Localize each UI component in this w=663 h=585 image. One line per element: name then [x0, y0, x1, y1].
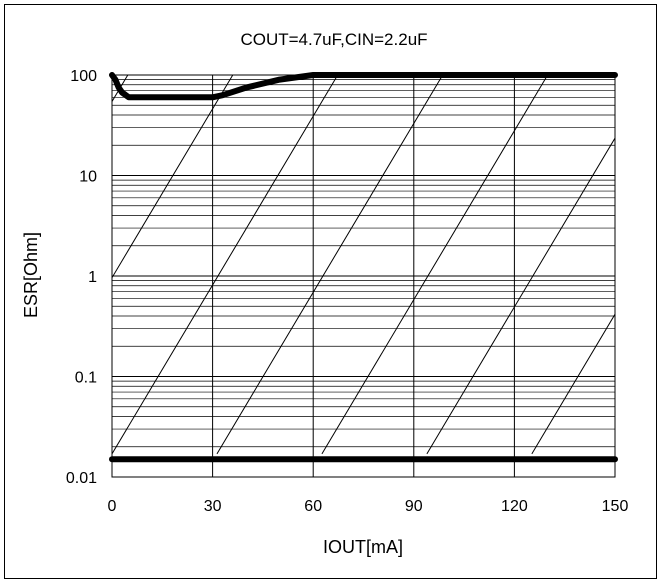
chart-title: COUT=4.7uF,CIN=2.2uF	[240, 30, 427, 49]
x-tick-label: 150	[602, 498, 629, 515]
chart-frame: COUT=4.7uF,CIN=2.2uF 0 30 60 90 120 150 100 10 1…	[4, 4, 657, 579]
esr-chart: COUT=4.7uF,CIN=2.2uF 0 30 60 90 120 150 100 10 1…	[21, 30, 658, 557]
hatch-line	[216, 75, 444, 455]
tick-labels: 0 30 60 90 120 150 100 10 1 0.1 0.01	[66, 68, 629, 515]
y-tick-label: 10	[79, 169, 97, 186]
hatch-line	[321, 75, 549, 455]
x-axis-label: IOUT[mA]	[323, 537, 403, 557]
x-tick-label: 30	[204, 498, 222, 515]
y-tick-label: 1	[88, 269, 97, 286]
y-tick-label: 100	[70, 68, 97, 85]
x-tick-label: 90	[405, 498, 423, 515]
x-tick-label: 120	[501, 498, 528, 515]
hatch-line	[637, 75, 658, 454]
hatch-line	[426, 137, 615, 455]
y-tick-label: 0.1	[75, 370, 97, 387]
hatch-line	[112, 75, 339, 455]
hatch-line	[531, 313, 615, 455]
grid-lines	[111, 74, 616, 478]
hatch-line	[112, 75, 234, 279]
upper-boundary-line	[109, 72, 618, 101]
y-tick-label: 0.01	[66, 470, 97, 487]
diagonal-hatch	[112, 75, 658, 455]
boundary-curves	[109, 72, 618, 463]
x-tick-label: 0	[108, 498, 117, 515]
y-axis-label: ESR[Ohm]	[21, 232, 41, 318]
x-tick-label: 60	[304, 498, 322, 515]
hatch-group	[112, 75, 658, 455]
